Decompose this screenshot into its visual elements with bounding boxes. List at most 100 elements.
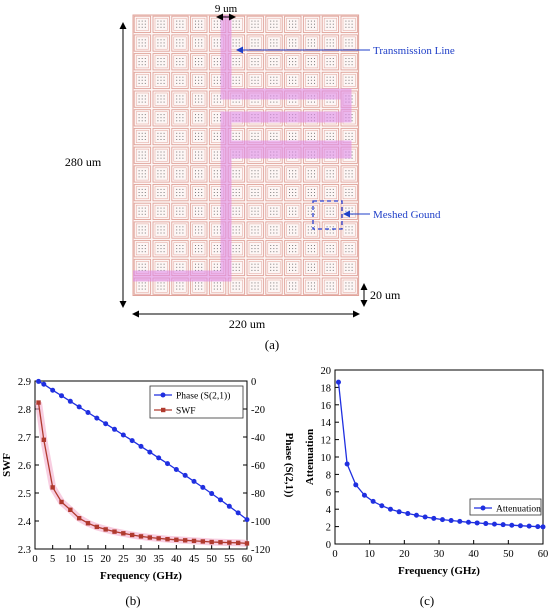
mesh-via: [160, 285, 162, 287]
transmission-line-label: Transmission Line: [373, 45, 455, 57]
mesh-via: [329, 23, 331, 25]
mesh-via: [176, 64, 178, 66]
mesh-via: [257, 45, 259, 47]
mesh-cell: [265, 15, 283, 33]
mesh-via: [198, 117, 200, 119]
x-tick-label: 20: [100, 554, 111, 565]
mesh-via: [332, 61, 334, 63]
mesh-via: [213, 269, 215, 271]
mesh-cell-inner: [135, 186, 149, 200]
mesh-via: [332, 263, 334, 265]
mesh-via: [307, 210, 309, 212]
mesh-cell-inner: [305, 204, 319, 218]
mesh-via: [295, 132, 297, 134]
mesh-cell-inner: [154, 130, 168, 143]
mesh-via: [144, 20, 146, 22]
mesh-via: [216, 23, 218, 25]
mesh-via: [257, 42, 259, 44]
mesh-via: [160, 76, 162, 78]
mesh-cell-inner: [229, 279, 243, 293]
mesh-via: [182, 176, 184, 178]
mesh-via: [295, 76, 297, 78]
mesh-via: [138, 213, 140, 215]
mesh-via: [273, 192, 275, 193]
mesh-cell: [152, 34, 170, 52]
mesh-via: [157, 26, 159, 28]
mesh-via: [179, 229, 181, 231]
mesh-via: [310, 229, 312, 231]
mesh-via: [163, 20, 165, 22]
mesh-via: [351, 45, 353, 47]
mesh-via: [195, 176, 196, 178]
mesh-via: [182, 98, 184, 100]
mesh-via: [141, 188, 143, 190]
mesh-via: [157, 229, 159, 231]
mesh-via: [276, 58, 278, 59]
mesh-via: [157, 263, 159, 265]
mesh-via: [138, 139, 140, 140]
mesh-via: [163, 79, 165, 81]
x-axis-label: Frequency (GHz): [398, 565, 480, 577]
mesh-via: [216, 117, 218, 119]
mesh-via: [329, 64, 331, 66]
mesh-via: [198, 173, 200, 175]
mesh-via: [144, 170, 146, 172]
mesh-cell-inner: [248, 204, 262, 218]
mesh-via: [254, 61, 256, 63]
mesh-via: [348, 79, 350, 81]
mesh-via: [213, 26, 215, 28]
mesh-cell-inner: [135, 242, 149, 256]
mesh-via: [254, 285, 256, 287]
mesh-via: [160, 188, 162, 190]
mesh-via: [157, 151, 159, 153]
mesh-via: [257, 132, 259, 134]
mesh-via: [254, 282, 256, 284]
mesh-via: [289, 170, 290, 172]
y-right-tick-label: -40: [251, 433, 265, 444]
dim-20um-label: 20 um: [370, 288, 401, 302]
mesh-via: [163, 101, 165, 103]
mesh-via: [179, 117, 181, 119]
mesh-cell: [133, 221, 152, 239]
mesh-cell-inner: [248, 55, 262, 69]
mesh-via: [276, 139, 278, 140]
mesh-via: [198, 42, 200, 44]
mesh-cell-inner: [286, 279, 300, 293]
mesh-via: [195, 210, 196, 212]
y-right-tick-label: -100: [251, 517, 270, 528]
mesh-via: [201, 82, 203, 84]
mesh-via: [310, 269, 312, 271]
mesh-cell: [321, 240, 340, 258]
mesh-via: [182, 269, 184, 271]
mesh-cell: [190, 15, 208, 33]
x-tick-label: 50: [206, 554, 217, 565]
mesh-via: [254, 45, 256, 47]
mesh-via: [182, 132, 184, 134]
mesh-cell: [340, 53, 358, 71]
mesh-via: [235, 285, 237, 287]
mesh-via: [348, 263, 350, 265]
mesh-via: [326, 45, 328, 47]
mesh-via: [348, 176, 350, 178]
mesh-cell-inner: [135, 74, 149, 87]
mesh-via: [270, 232, 272, 234]
mesh-via: [273, 195, 275, 197]
mesh-via: [144, 210, 146, 212]
mesh-cell: [265, 34, 283, 52]
mesh-cell: [171, 127, 189, 146]
mesh-cell-inner: [267, 186, 281, 200]
mesh-via: [144, 266, 146, 268]
mesh-via: [351, 210, 353, 212]
mesh-via: [157, 245, 159, 246]
mesh-via: [351, 192, 353, 193]
mesh-cell-inner: [248, 74, 262, 87]
mesh-via: [314, 248, 315, 250]
mesh-via: [232, 135, 234, 137]
mesh-via: [326, 195, 328, 197]
data-point: [67, 398, 73, 404]
mesh-via: [144, 101, 146, 103]
mesh-via: [216, 245, 218, 246]
mesh-via: [238, 263, 240, 265]
mesh-via: [270, 39, 272, 41]
mesh-via: [295, 282, 297, 284]
